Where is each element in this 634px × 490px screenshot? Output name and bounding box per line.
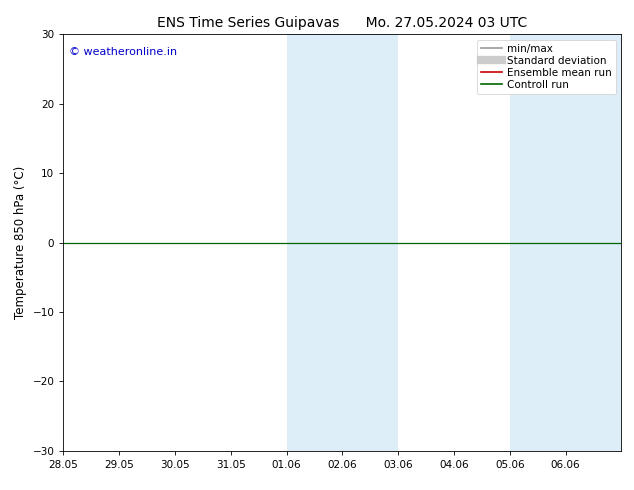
Legend: min/max, Standard deviation, Ensemble mean run, Controll run: min/max, Standard deviation, Ensemble me… [477, 40, 616, 94]
Y-axis label: Temperature 850 hPa (°C): Temperature 850 hPa (°C) [14, 166, 27, 319]
Title: ENS Time Series Guipavas      Mo. 27.05.2024 03 UTC: ENS Time Series Guipavas Mo. 27.05.2024 … [157, 16, 527, 30]
Text: © weatheronline.in: © weatheronline.in [69, 47, 177, 57]
Bar [510, 34, 621, 451]
Bar [287, 34, 398, 451]
